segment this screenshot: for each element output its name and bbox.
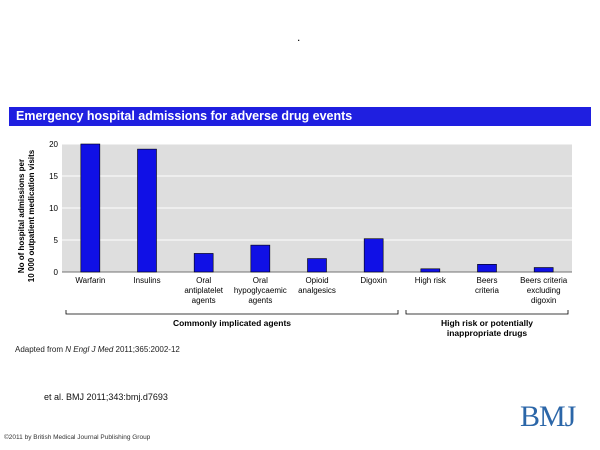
- bar: [80, 143, 101, 273]
- citation: et al. BMJ 2011;343:bmj.d7693: [44, 392, 168, 402]
- bar: [533, 267, 554, 273]
- bar: [250, 244, 271, 273]
- source-suffix: 2011;365:2002-12: [113, 345, 180, 354]
- bar: [420, 268, 441, 273]
- y-tick-label: 5: [54, 236, 59, 245]
- x-tick-label: Oral: [253, 276, 268, 285]
- group-label: inappropriate drugs: [447, 328, 528, 338]
- group-label: Commonly implicated agents: [173, 318, 291, 328]
- group-bracket: [65, 310, 399, 315]
- bmj-logo: BMJ: [520, 400, 576, 433]
- x-tick-label: antiplatelet: [184, 286, 223, 295]
- x-tick-label: Beers criteria: [520, 276, 568, 285]
- bar: [363, 238, 384, 273]
- source-prefix: Adapted from: [15, 345, 66, 354]
- x-tick-label: Digoxin: [360, 276, 387, 285]
- group-label: High risk or potentially: [441, 318, 533, 328]
- bar: [307, 258, 327, 273]
- copyright: ©2011 by British Medical Journal Publish…: [4, 434, 151, 441]
- source-note: Adapted from N Engl J Med 2011;365:2002-…: [15, 345, 180, 354]
- bar: [193, 253, 214, 273]
- bar: [477, 264, 497, 273]
- x-tick-label: excluding: [527, 286, 561, 295]
- y-tick-label: 0: [54, 268, 59, 277]
- x-tick-label: hypoglycaemic: [234, 286, 287, 295]
- y-axis-label: 10 000 outpatient medication visits: [27, 149, 36, 282]
- x-tick-label: High risk: [415, 276, 447, 285]
- x-tick-label: Opioid: [305, 276, 328, 285]
- y-tick-label: 20: [49, 140, 58, 149]
- x-tick-label: agents: [192, 296, 216, 305]
- x-tick-label: analgesics: [298, 286, 336, 295]
- stray-dot: .: [297, 30, 301, 44]
- chart-title: Emergency hospital admissions for advers…: [9, 107, 591, 126]
- y-tick-label: 15: [49, 172, 58, 181]
- x-tick-label: Insulins: [133, 276, 160, 285]
- x-tick-label: Beers: [477, 276, 498, 285]
- y-tick-label: 10: [49, 204, 58, 213]
- x-tick-label: digoxin: [531, 296, 556, 305]
- x-tick-label: agents: [248, 296, 272, 305]
- y-axis-label: No of hospital admissions per: [17, 159, 26, 273]
- x-tick-label: criteria: [475, 286, 500, 295]
- x-tick-label: Oral: [196, 276, 211, 285]
- bar: [137, 148, 157, 273]
- x-tick-label: Warfarin: [75, 276, 105, 285]
- source-journal: N Engl J Med: [65, 345, 114, 354]
- group-bracket: [405, 310, 569, 315]
